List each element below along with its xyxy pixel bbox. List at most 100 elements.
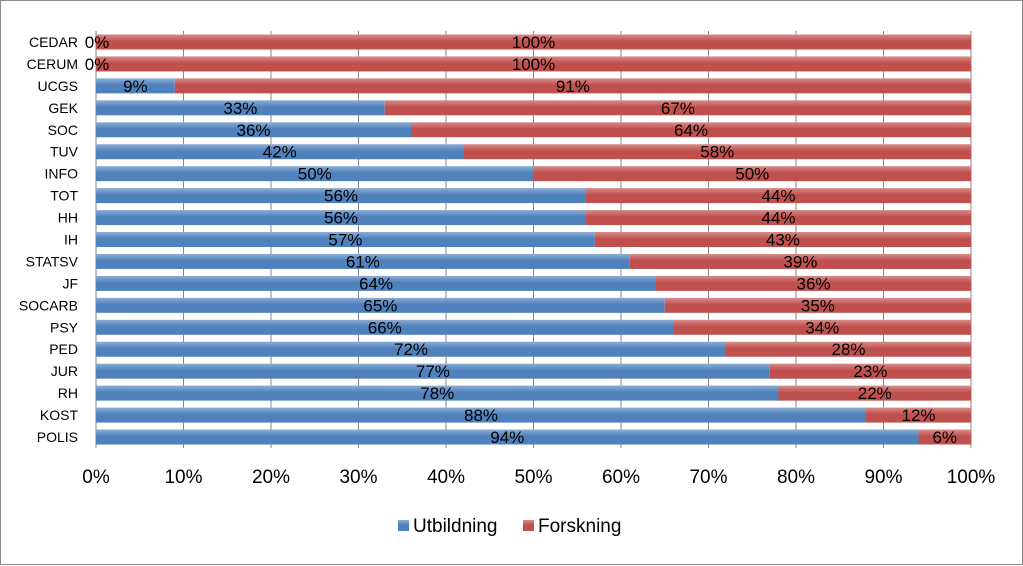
category-label: TOT [50, 188, 78, 204]
data-label: 77% [416, 362, 450, 381]
bar-forskning [656, 275, 971, 291]
category-label: STATSV [26, 253, 79, 269]
category-label: UCGS [38, 78, 78, 94]
bar-forskning [726, 341, 971, 357]
bar-forskning [778, 385, 971, 401]
x-tick-label: 90% [864, 467, 902, 488]
data-label: 43% [766, 231, 800, 250]
legend-label: Forskning [538, 516, 621, 537]
data-label: 39% [783, 252, 817, 271]
bar-forskning [586, 210, 971, 226]
bar-forskning [629, 253, 971, 269]
data-label: 0% [85, 33, 110, 52]
bar-forskning [96, 34, 971, 50]
data-label: 57% [328, 231, 362, 250]
bar-utbildning [96, 341, 726, 357]
x-tick-label: 80% [777, 467, 815, 488]
category-label: CERUM [27, 56, 78, 72]
bar-utbildning [96, 429, 919, 445]
x-tick-label: 10% [164, 467, 202, 488]
category-label: PED [49, 341, 78, 357]
bar-utbildning [96, 253, 630, 269]
bar-utbildning [96, 297, 665, 313]
legend-swatch-utbildning [398, 520, 409, 531]
data-label: 33% [223, 99, 257, 118]
data-label: 50% [735, 165, 769, 184]
category-label: HH [58, 210, 78, 226]
bar-forskning [866, 407, 971, 423]
bar-utbildning [96, 363, 770, 379]
data-label: 61% [346, 252, 380, 271]
data-label: 66% [368, 318, 402, 337]
bar-forskning [586, 188, 971, 204]
x-tick-label: 40% [427, 467, 465, 488]
x-tick-label: 0% [82, 467, 110, 488]
data-label: 100% [512, 55, 555, 74]
bar-utbildning [96, 144, 464, 160]
data-label: 88% [464, 406, 498, 425]
data-label: 0% [85, 55, 110, 74]
data-label: 12% [901, 406, 935, 425]
data-label: 64% [674, 121, 708, 140]
category-label: SOCARB [19, 297, 78, 313]
bar-forskning [533, 166, 971, 182]
x-tick-label: 70% [689, 467, 727, 488]
bar-utbildning [96, 210, 586, 226]
bar-utbildning [96, 166, 534, 182]
data-label: 6% [932, 428, 957, 447]
data-label: 65% [363, 296, 397, 315]
category-label: JF [62, 275, 78, 291]
bar-utbildning [96, 385, 779, 401]
x-tick-label: 30% [339, 467, 377, 488]
data-label: 58% [700, 143, 734, 162]
category-label: JUR [51, 363, 78, 379]
bar-forskning [411, 122, 971, 138]
category-label: CEDAR [29, 34, 78, 50]
bar-utbildning [96, 188, 586, 204]
bar-forskning [174, 78, 971, 94]
data-label: 67% [661, 99, 695, 118]
data-label: 44% [761, 187, 795, 206]
bar-forskning [769, 363, 971, 379]
category-label: GEK [48, 100, 78, 116]
bar-utbildning [96, 100, 385, 116]
category-label: IH [64, 232, 78, 248]
data-label: 100% [512, 33, 555, 52]
bar-utbildning [96, 78, 175, 94]
data-label: 78% [420, 384, 454, 403]
x-tick-label: 60% [602, 467, 640, 488]
data-label: 42% [263, 143, 297, 162]
data-label: 91% [556, 77, 590, 96]
category-label: TUV [50, 144, 79, 160]
bar-forskning [96, 56, 971, 72]
bar-utbildning [96, 275, 656, 291]
category-label: RH [58, 385, 78, 401]
bar-utbildning [96, 122, 411, 138]
legend-swatch-forskning [523, 520, 534, 531]
bar-utbildning [96, 319, 674, 335]
data-label: 56% [324, 209, 358, 228]
legend-label: Utbildning [413, 516, 498, 537]
data-label: 36% [236, 121, 270, 140]
data-label: 44% [761, 209, 795, 228]
data-label: 22% [858, 384, 892, 403]
bar-utbildning [96, 407, 866, 423]
data-label: 50% [298, 165, 332, 184]
bar-forskning [664, 297, 971, 313]
bar-forskning [463, 144, 971, 160]
bar-forskning [594, 232, 971, 247]
data-label: 36% [796, 274, 830, 293]
data-label: 34% [805, 318, 839, 337]
bar-forskning [384, 100, 971, 116]
data-label: 35% [801, 296, 835, 315]
x-tick-label: 50% [514, 467, 552, 488]
data-label: 64% [359, 274, 393, 293]
bar-forskning [673, 319, 971, 335]
x-tick-label: 100% [947, 467, 996, 488]
data-label: 94% [490, 428, 524, 447]
x-tick-label: 20% [252, 467, 290, 488]
category-label: POLIS [37, 429, 78, 445]
category-label: SOC [48, 122, 78, 138]
